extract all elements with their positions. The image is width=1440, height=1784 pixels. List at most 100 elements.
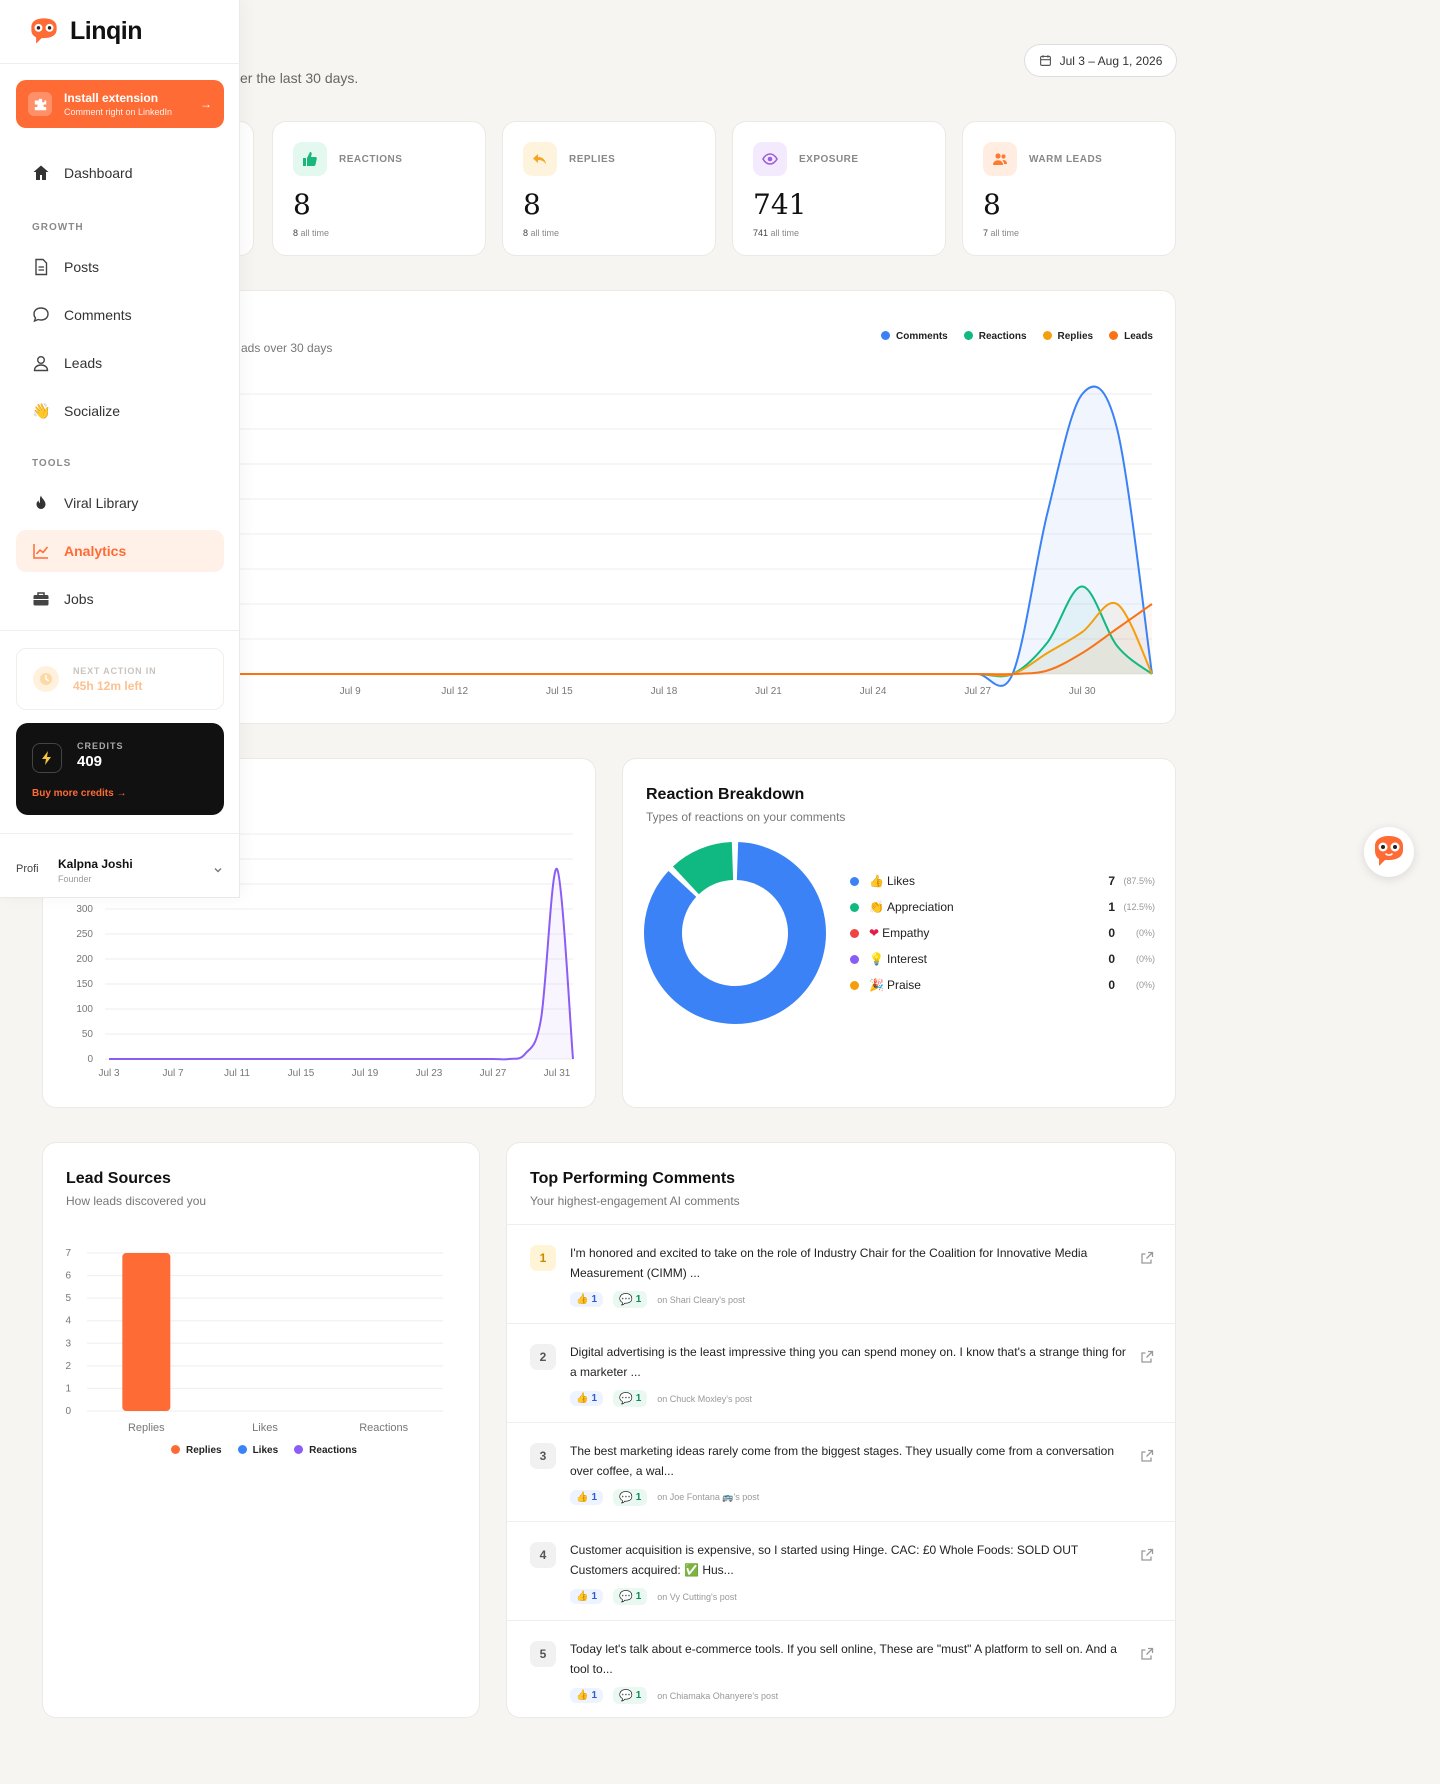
y-tick-label: 100: [76, 1004, 93, 1015]
comment-rank: 3: [530, 1443, 556, 1469]
users-icon: [983, 142, 1017, 176]
donut-slice-likes: [644, 842, 826, 1024]
date-range-picker[interactable]: Jul 3 – Aug 1, 2026: [1024, 44, 1177, 77]
y-tick-label: 5: [65, 1293, 71, 1304]
avatar: Profi: [16, 863, 39, 875]
top-comment-row[interactable]: 1 I'm honored and excited to take on the …: [506, 1224, 1176, 1322]
stat-subtext: 8 all time: [293, 228, 330, 238]
top-comment-row[interactable]: 4 Customer acquisition is expensive, so I…: [506, 1521, 1176, 1619]
home-icon: [33, 165, 49, 180]
comment-meta: 👍 1 💬 1 on Shari Cleary's post: [570, 1291, 745, 1308]
x-tick-label: Jul 31: [544, 1068, 571, 1079]
page-subtitle: er the last 30 days.: [240, 70, 359, 86]
chart-line-icon: [33, 544, 49, 559]
thumbs-up-icon: 👍: [576, 1591, 589, 1602]
y-tick-label: 0: [87, 1054, 93, 1065]
sidebar-item-comments[interactable]: Comments: [16, 294, 224, 336]
reaction-breakdown-title: Reaction Breakdown: [646, 786, 805, 803]
thumbs-up-icon: 👍: [576, 1393, 589, 1404]
top-comment-row[interactable]: 2 Digital advertising is the least impres…: [506, 1323, 1176, 1421]
divider: [0, 630, 240, 631]
comment-source: on Chiamaka Ohanyere's post: [657, 1690, 779, 1701]
stat-card-replies: REPLIES 8 8 all time: [502, 121, 716, 256]
reaction-name: Praise: [886, 978, 921, 992]
sidebar-item-dashboard[interactable]: Dashboard: [16, 152, 224, 194]
comment-rank: 5: [530, 1641, 556, 1667]
top-comment-row[interactable]: 3 The best marketing ideas rarely come fr…: [506, 1422, 1176, 1520]
buy-credits-link[interactable]: Buy more credits →: [32, 788, 127, 799]
reaction-percent: (0%): [1135, 954, 1155, 964]
stat-value: 741: [753, 188, 807, 221]
user-name: Kalpna Joshi: [58, 856, 133, 871]
reaction-count: 7: [1108, 874, 1115, 888]
stat-card-reactions: REACTIONS 8 8 all time: [272, 121, 486, 256]
legend-dot: [850, 928, 859, 938]
sidebar-item-label: Socialize: [64, 403, 121, 419]
sidebar-item-posts[interactable]: Posts: [16, 246, 224, 288]
y-tick-label: 3: [65, 1338, 71, 1349]
external-link-icon[interactable]: [1140, 1449, 1154, 1463]
comment-rank: 2: [530, 1344, 556, 1370]
brand-logo[interactable]: Linqin: [28, 16, 142, 46]
top-comments-card: Top Performing Comments Your highest-eng…: [506, 1142, 1176, 1718]
x-tick-label: Replies: [128, 1422, 165, 1434]
waving-hand-icon: 👋: [32, 403, 51, 420]
nav-section-tools: TOOLS: [32, 458, 72, 469]
reaction-count: 0: [1108, 952, 1115, 966]
legend-item: Replies: [1042, 331, 1093, 342]
external-link-icon[interactable]: [1140, 1548, 1154, 1562]
comment-text: I'm honored and excited to take on the r…: [570, 1246, 1088, 1280]
legend-dot: [850, 902, 859, 912]
top-comment-row[interactable]: 5 Today let's talk about e-commerce tools…: [506, 1620, 1176, 1718]
comment-source: on Chuck Moxley's post: [657, 1393, 753, 1404]
clock-icon: [33, 666, 59, 692]
lightning-icon: [32, 743, 62, 773]
date-range-label: Jul 3 – Aug 1, 2026: [1059, 53, 1163, 68]
x-tick-label: Jul 12: [441, 686, 468, 697]
reaction-breakdown-card: Reaction Breakdown Types of reactions on…: [622, 758, 1176, 1108]
sidebar-item-viral-library[interactable]: Viral Library: [16, 482, 224, 524]
thumbs-up-icon: 👍: [576, 1492, 589, 1503]
external-link-icon[interactable]: [1140, 1251, 1154, 1265]
series-area-comments: [181, 386, 1152, 686]
y-tick-label: 6: [65, 1271, 71, 1282]
puzzle-icon: [28, 92, 52, 116]
y-tick-label: 200: [76, 954, 93, 965]
sidebar-item-label: Jobs: [64, 591, 94, 607]
install-extension-title: Install extension: [64, 91, 159, 105]
reaction-emoji: ❤: [869, 926, 880, 940]
sidebar-item-analytics[interactable]: Analytics: [16, 530, 224, 572]
donut-slice-appreciation: [672, 842, 734, 895]
chat-assistant-button[interactable]: [1364, 827, 1414, 877]
reaction-percent: (0%): [1135, 928, 1155, 938]
bar-replies: [122, 1253, 171, 1411]
y-tick-label: 0: [65, 1406, 71, 1417]
user-menu[interactable]: Profi Kalpna Joshi Founder: [16, 850, 224, 890]
reaction-name: Likes: [886, 874, 915, 888]
user-icon: [33, 356, 49, 372]
sidebar-item-jobs[interactable]: Jobs: [16, 578, 224, 620]
comment-text: Digital advertising is the least impress…: [570, 1345, 1126, 1379]
sidebar-item-leads[interactable]: Leads: [16, 342, 224, 384]
stat-value: 8: [523, 188, 541, 221]
reaction-percent: (0%): [1135, 980, 1155, 990]
y-tick-label: 250: [76, 929, 93, 940]
reaction-row-interest: 💡 Interest 0 (0%): [850, 949, 1155, 969]
likes-pill: 👍 1: [570, 1391, 604, 1406]
activity-line-chart: Jul 9 Jul 12 Jul 15 Jul 18 Jul 21 Jul 24 Jul 2…: [181, 385, 1153, 697]
x-tick-label: Reactions: [359, 1422, 408, 1434]
likes-pill: 👍 1: [570, 1589, 604, 1604]
thumbs-up-icon: 👍: [576, 1690, 589, 1701]
external-link-icon[interactable]: [1140, 1350, 1154, 1364]
sidebar-item-socialize[interactable]: 👋 Socialize: [16, 390, 224, 432]
install-extension-button[interactable]: Install extension Comment right on Linked…: [16, 80, 224, 128]
external-link-icon[interactable]: [1140, 1647, 1154, 1661]
replies-pill: 💬 1: [613, 1588, 648, 1605]
comment-source: on Vy Cutting's post: [657, 1591, 737, 1602]
y-tick-label: 1: [65, 1383, 71, 1394]
legend-dot: [850, 876, 859, 886]
chat-bubble-icon: 💬: [619, 1393, 633, 1405]
lead-sources-subtitle: How leads discovered you: [66, 1194, 207, 1208]
reaction-count: 0: [1108, 978, 1115, 992]
reaction-emoji: 💡: [869, 952, 884, 966]
